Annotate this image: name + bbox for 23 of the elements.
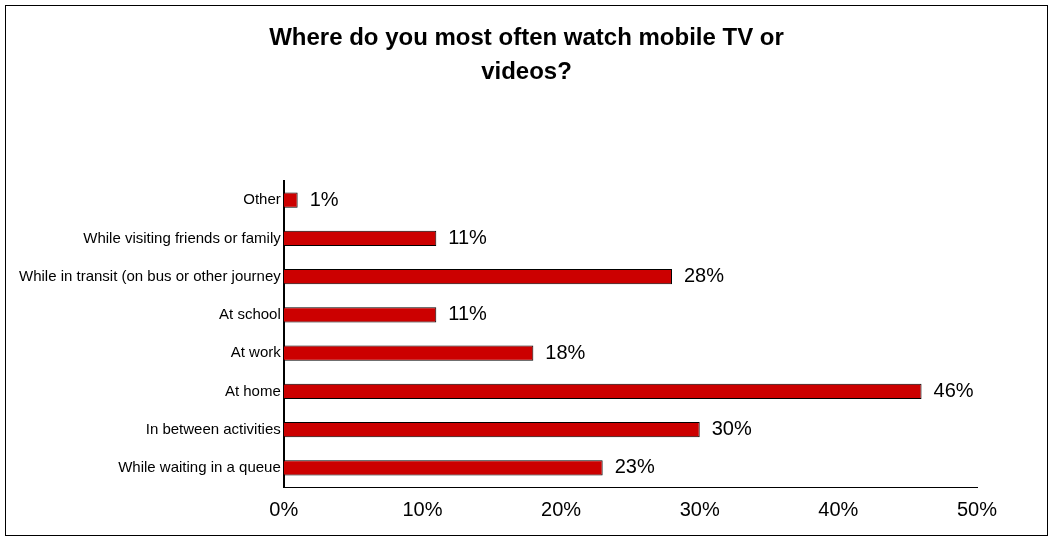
y-tick-label: In between activities [145, 419, 281, 437]
data-label: 11% [448, 302, 488, 325]
x-tick-label: 20% [541, 497, 582, 520]
data-label: 46% [933, 378, 974, 401]
data-label: 18% [545, 340, 586, 363]
x-tick-label: 10% [402, 497, 443, 520]
y-tick-label: At work [230, 343, 282, 361]
y-tick-label: While visiting friends or family [83, 228, 282, 246]
y-tick-label: At home [224, 381, 281, 399]
x-tick-label: 0% [269, 497, 299, 520]
x-tick-label: 30% [679, 497, 720, 520]
y-tick-label: Other [243, 190, 281, 208]
data-label: 1% [309, 187, 339, 210]
x-tick-label: 40% [818, 497, 859, 520]
data-label: 28% [683, 264, 725, 287]
data-label: 30% [711, 417, 752, 440]
data-label: 11% [448, 225, 488, 248]
chart-title: Where do you most often watch mobile TV or videos? [268, 22, 785, 86]
data-label: 23% [614, 455, 655, 478]
y-tick-label: While in transit (on bus or other journey [18, 266, 282, 284]
y-tick-label: At school [219, 305, 281, 323]
x-tick-label: 50% [956, 497, 998, 520]
y-tick-label: While waiting in a queue [118, 458, 281, 476]
